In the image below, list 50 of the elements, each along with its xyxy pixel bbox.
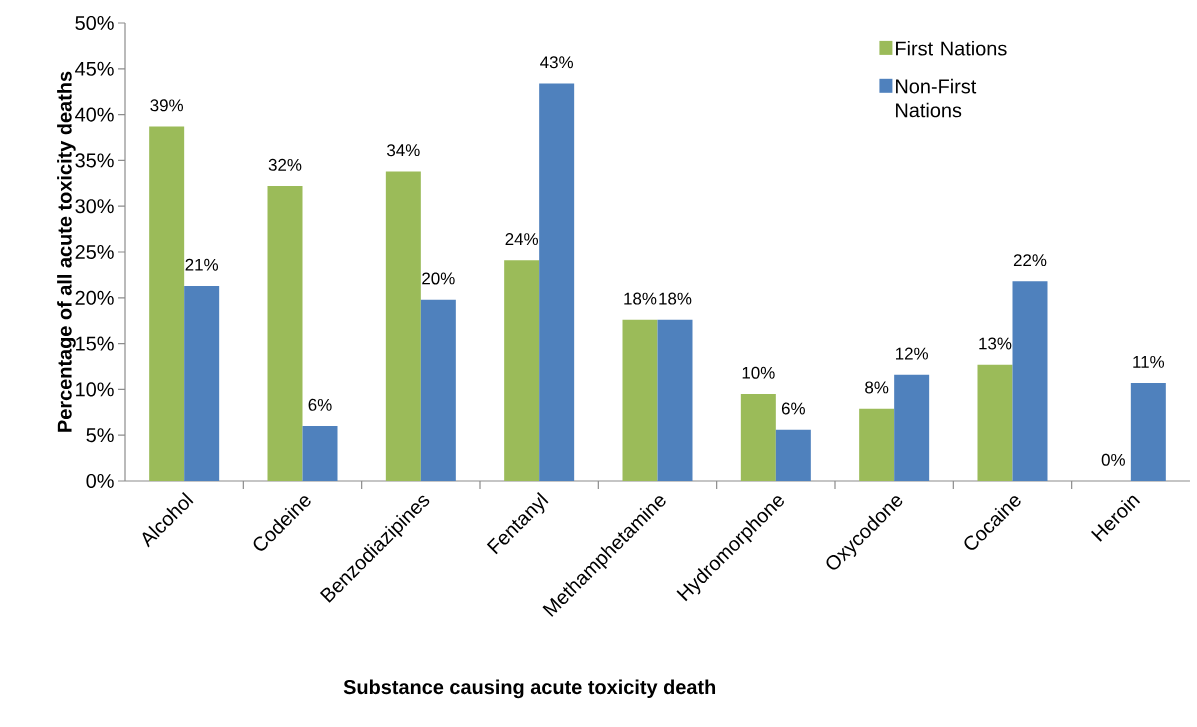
data-label: 11% [1133, 355, 1165, 368]
y-axis-title: Percentage of all acute toxicity deaths [57, 71, 76, 432]
bar [385, 171, 421, 481]
legend-label: Non-First Nations [896, 78, 977, 118]
bar [775, 429, 811, 481]
bar [1130, 382, 1166, 481]
y-tick-label: 40% [75, 107, 114, 122]
data-label: 0% [1101, 453, 1125, 466]
bar [149, 126, 185, 481]
y-tick-label: 30% [75, 199, 114, 214]
data-label: 18% [624, 292, 657, 305]
data-label: 10% [742, 366, 775, 379]
bar [1012, 281, 1048, 481]
legend-label: First Nations [896, 40, 1007, 56]
bar [859, 408, 895, 481]
data-label: 22% [1013, 254, 1047, 267]
y-tick-label: 0% [86, 473, 114, 489]
data-label: 13% [979, 337, 1012, 350]
y-tick-label: 15% [76, 336, 114, 351]
bar [302, 426, 338, 481]
data-label: 39% [150, 99, 183, 112]
bar [977, 364, 1013, 481]
bar [539, 83, 575, 481]
data-label: 21% [185, 258, 218, 271]
y-tick-label: 5% [86, 428, 114, 443]
y-tick-label: 10% [76, 382, 114, 397]
bar [622, 319, 658, 481]
data-label: 12% [896, 347, 928, 360]
data-label: 8% [865, 381, 889, 394]
data-label: 6% [308, 398, 332, 411]
y-tick-label: 45% [75, 61, 114, 76]
bar [267, 186, 303, 481]
data-label: 24% [505, 233, 538, 246]
bar [740, 393, 776, 481]
data-label: 43% [540, 56, 573, 69]
data-label: 20% [422, 272, 455, 285]
bar [657, 319, 693, 481]
y-tick-label: 50% [75, 15, 114, 31]
bar [184, 285, 220, 481]
y-tick-label: 35% [75, 153, 114, 168]
data-label: 32% [268, 158, 302, 171]
x-axis-title: Substance causing acute toxicity death [343, 679, 716, 699]
y-tick-label: 20% [75, 290, 114, 305]
data-label: 34% [387, 144, 420, 157]
bar [420, 299, 456, 481]
y-tick-label: 25% [75, 244, 114, 260]
bar [894, 374, 930, 481]
data-label: 18% [659, 292, 692, 305]
data-label: 6% [781, 402, 805, 415]
bar [504, 260, 540, 481]
